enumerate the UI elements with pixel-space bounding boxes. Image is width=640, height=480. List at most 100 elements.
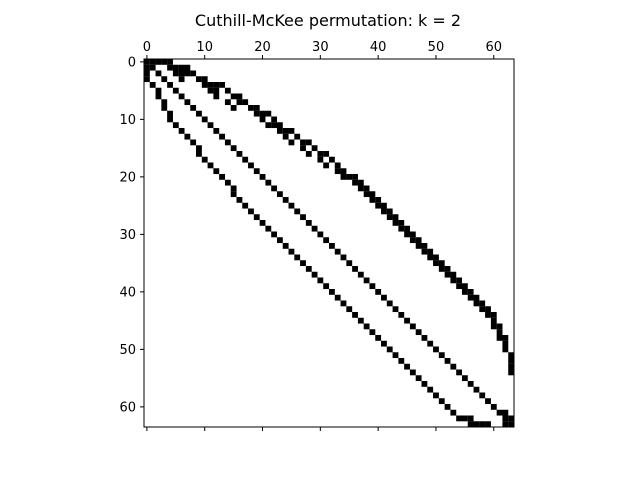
nonzero-cell	[346, 174, 353, 180]
nonzero-cell	[386, 300, 393, 307]
nonzero-cell	[317, 231, 324, 238]
nonzero-cell	[496, 409, 503, 416]
nonzero-cell	[415, 375, 422, 382]
nonzero-cell	[456, 369, 463, 376]
nonzero-cell	[213, 87, 220, 94]
nonzero-cell	[323, 151, 330, 157]
nonzero-cell	[392, 214, 399, 221]
nonzero-cell	[236, 197, 243, 203]
nonzero-cell	[323, 237, 330, 244]
nonzero-cell	[508, 358, 515, 364]
y-tick-label: 60	[119, 400, 136, 415]
nonzero-cell	[248, 208, 254, 215]
nonzero-cell	[508, 415, 515, 422]
nonzero-cell	[276, 122, 283, 129]
nonzero-cell	[144, 59, 150, 65]
nonzero-cell	[450, 363, 457, 370]
nonzero-cell	[323, 162, 330, 169]
nonzero-cell	[369, 191, 376, 198]
nonzero-cell	[178, 64, 185, 71]
nonzero-cell	[253, 214, 260, 221]
nonzero-cell	[409, 231, 416, 238]
nonzero-cell	[334, 168, 341, 175]
nonzero-cell	[236, 151, 243, 157]
nonzero-cell	[456, 277, 463, 284]
nonzero-cell	[334, 248, 341, 255]
nonzero-cell	[196, 145, 202, 152]
nonzero-cell	[300, 214, 306, 221]
nonzero-cell	[329, 289, 335, 295]
nonzero-cell	[433, 260, 439, 267]
nonzero-cell	[276, 237, 283, 244]
nonzero-cell	[409, 237, 416, 244]
nonzero-cell	[201, 82, 208, 88]
nonzero-cell	[311, 145, 318, 152]
nonzero-cell	[172, 87, 179, 94]
nonzero-cell	[456, 415, 463, 422]
nonzero-cell	[357, 317, 364, 324]
nonzero-cell	[282, 133, 289, 140]
nonzero-cell	[329, 156, 335, 163]
nonzero-cell	[438, 266, 445, 272]
nonzero-cell	[184, 99, 191, 106]
nonzero-cell	[404, 231, 410, 238]
nonzero-cell	[253, 168, 260, 175]
nonzero-cell	[242, 99, 249, 106]
x-axis-ticks: 0 10 20 30 40 50 60	[143, 40, 502, 431]
nonzero-cell	[502, 415, 509, 422]
nonzero-cell	[294, 208, 301, 215]
nonzero-cell	[340, 168, 347, 175]
nonzero-cell	[438, 260, 445, 267]
nonzero-cell	[352, 266, 358, 272]
nonzero-cell	[196, 76, 202, 83]
nonzero-cell	[144, 70, 150, 77]
nonzero-cell	[230, 93, 237, 100]
nonzero-cell	[213, 128, 220, 134]
nonzero-cell	[167, 64, 173, 71]
nonzero-cell	[392, 220, 399, 226]
nonzero-cell	[415, 237, 422, 244]
nonzero-cell	[490, 323, 497, 330]
nonzero-cell	[485, 306, 491, 313]
nonzero-cell	[224, 179, 231, 186]
nonzero-cell	[496, 323, 503, 330]
nonzero-cell	[329, 243, 335, 249]
nonzero-cell	[444, 266, 451, 272]
nonzero-cell	[386, 208, 393, 215]
nonzero-cell	[427, 254, 434, 261]
nonzero-cell	[300, 145, 306, 152]
nonzero-cell	[502, 340, 509, 347]
nonzero-cell	[381, 294, 387, 301]
nonzero-cell	[427, 340, 434, 347]
nonzero-cell	[311, 225, 318, 232]
nonzero-cell	[282, 243, 289, 249]
nonzero-cell	[438, 352, 445, 359]
nonzero-cell	[236, 93, 243, 100]
nonzero-cell	[213, 168, 220, 175]
nonzero-cell	[259, 174, 266, 180]
nonzero-cell	[317, 156, 324, 163]
nonzero-cell	[305, 266, 312, 272]
nonzero-cell	[282, 128, 289, 134]
nonzero-cell	[346, 306, 353, 313]
nonzero-cell	[317, 277, 324, 284]
nonzero-cell	[427, 248, 434, 255]
nonzero-cell	[502, 409, 509, 416]
nonzero-cell	[271, 122, 278, 129]
nonzero-cell	[172, 70, 179, 77]
nonzero-cell	[259, 220, 266, 226]
nonzero-cell	[369, 329, 376, 336]
nonzero-cell	[305, 151, 312, 157]
nonzero-cell	[219, 133, 225, 140]
nonzero-cell	[207, 122, 214, 129]
nonzero-cell	[207, 162, 214, 169]
nonzero-cell	[444, 404, 451, 410]
nonzero-cell	[502, 335, 509, 341]
nonzero-cell	[392, 306, 399, 313]
nonzero-cell	[271, 231, 278, 238]
nonzero-cell	[502, 346, 509, 353]
nonzero-cell	[363, 323, 370, 330]
nonzero-cell	[496, 335, 503, 341]
nonzero-cell	[421, 248, 428, 255]
nonzero-cell	[265, 122, 272, 129]
